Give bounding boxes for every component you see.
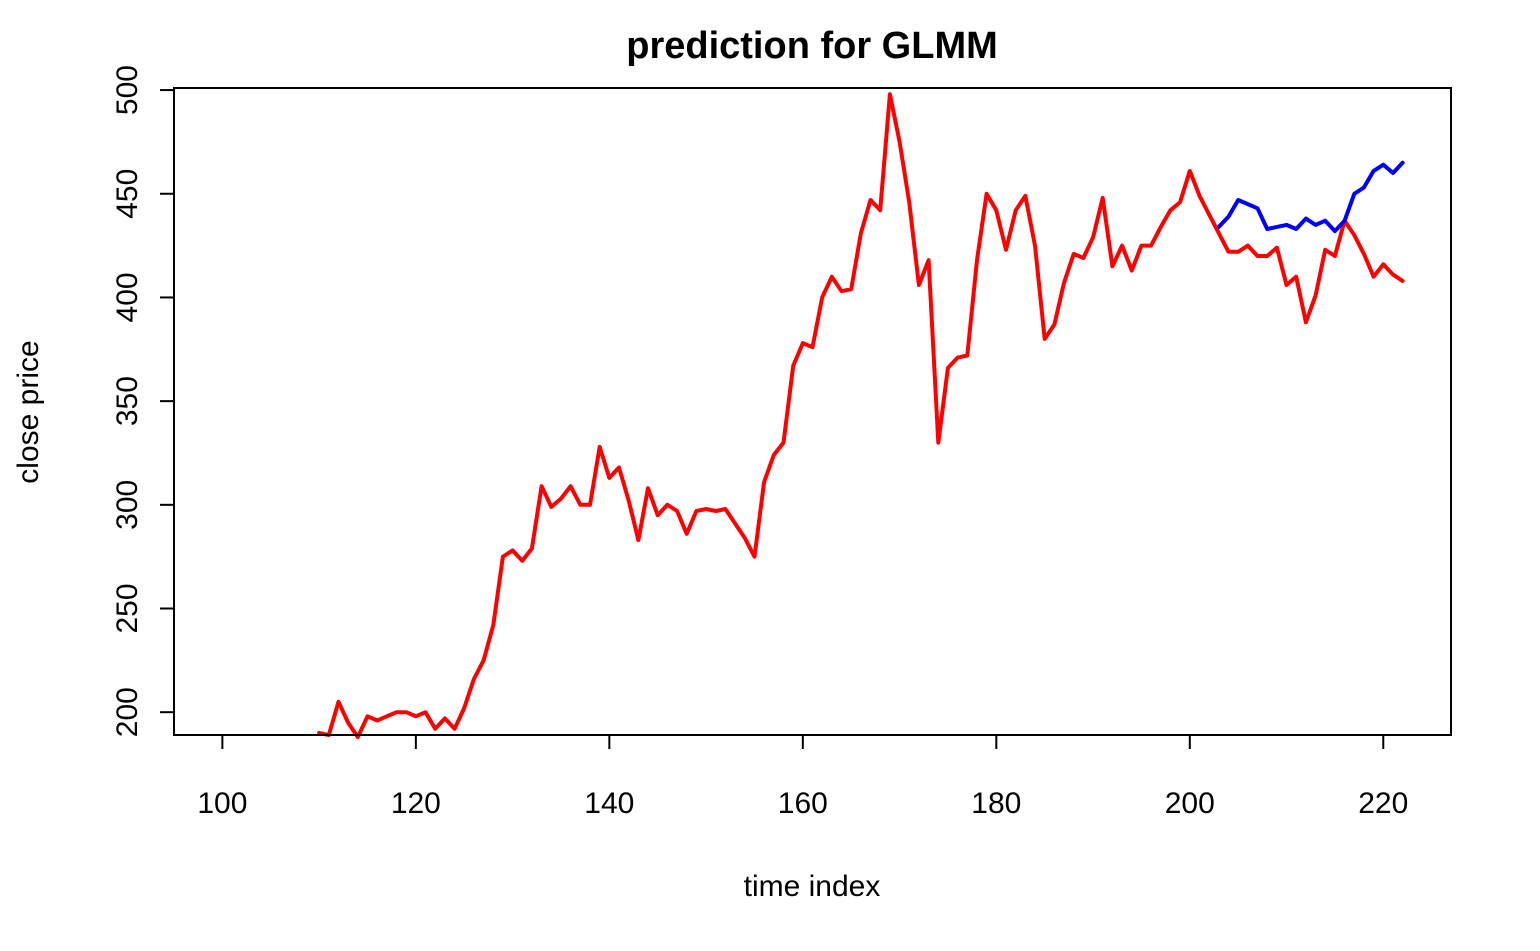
y-tick-label: 200 [111,687,144,737]
y-tick-label: 450 [111,169,144,219]
y-axis: 200 250 300 350 400 450 500 [111,65,175,737]
x-axis-label: time index [744,870,881,903]
y-tick-label: 400 [111,272,144,322]
y-tick-label: 500 [111,65,144,115]
y-tick-label: 300 [111,480,144,530]
series-layer [317,92,1405,740]
y-tick-label: 350 [111,376,144,426]
x-tick-label: 160 [778,787,828,820]
series-line-1 [317,92,1405,740]
x-tick-label: 120 [391,787,441,820]
y-axis-label: close price [12,340,45,483]
plot-frame [173,87,1452,736]
y-tick-label: 250 [111,583,144,633]
x-tick-label: 220 [1358,787,1408,820]
x-axis: 100 120 140 160 180 200 220 [197,734,1408,820]
chart-title: prediction for GLMM [626,25,998,67]
x-tick-label: 180 [971,787,1021,820]
x-tick-label: 100 [197,787,247,820]
series-line-2 [1216,160,1405,234]
x-tick-label: 200 [1165,787,1215,820]
x-tick-label: 140 [584,787,634,820]
